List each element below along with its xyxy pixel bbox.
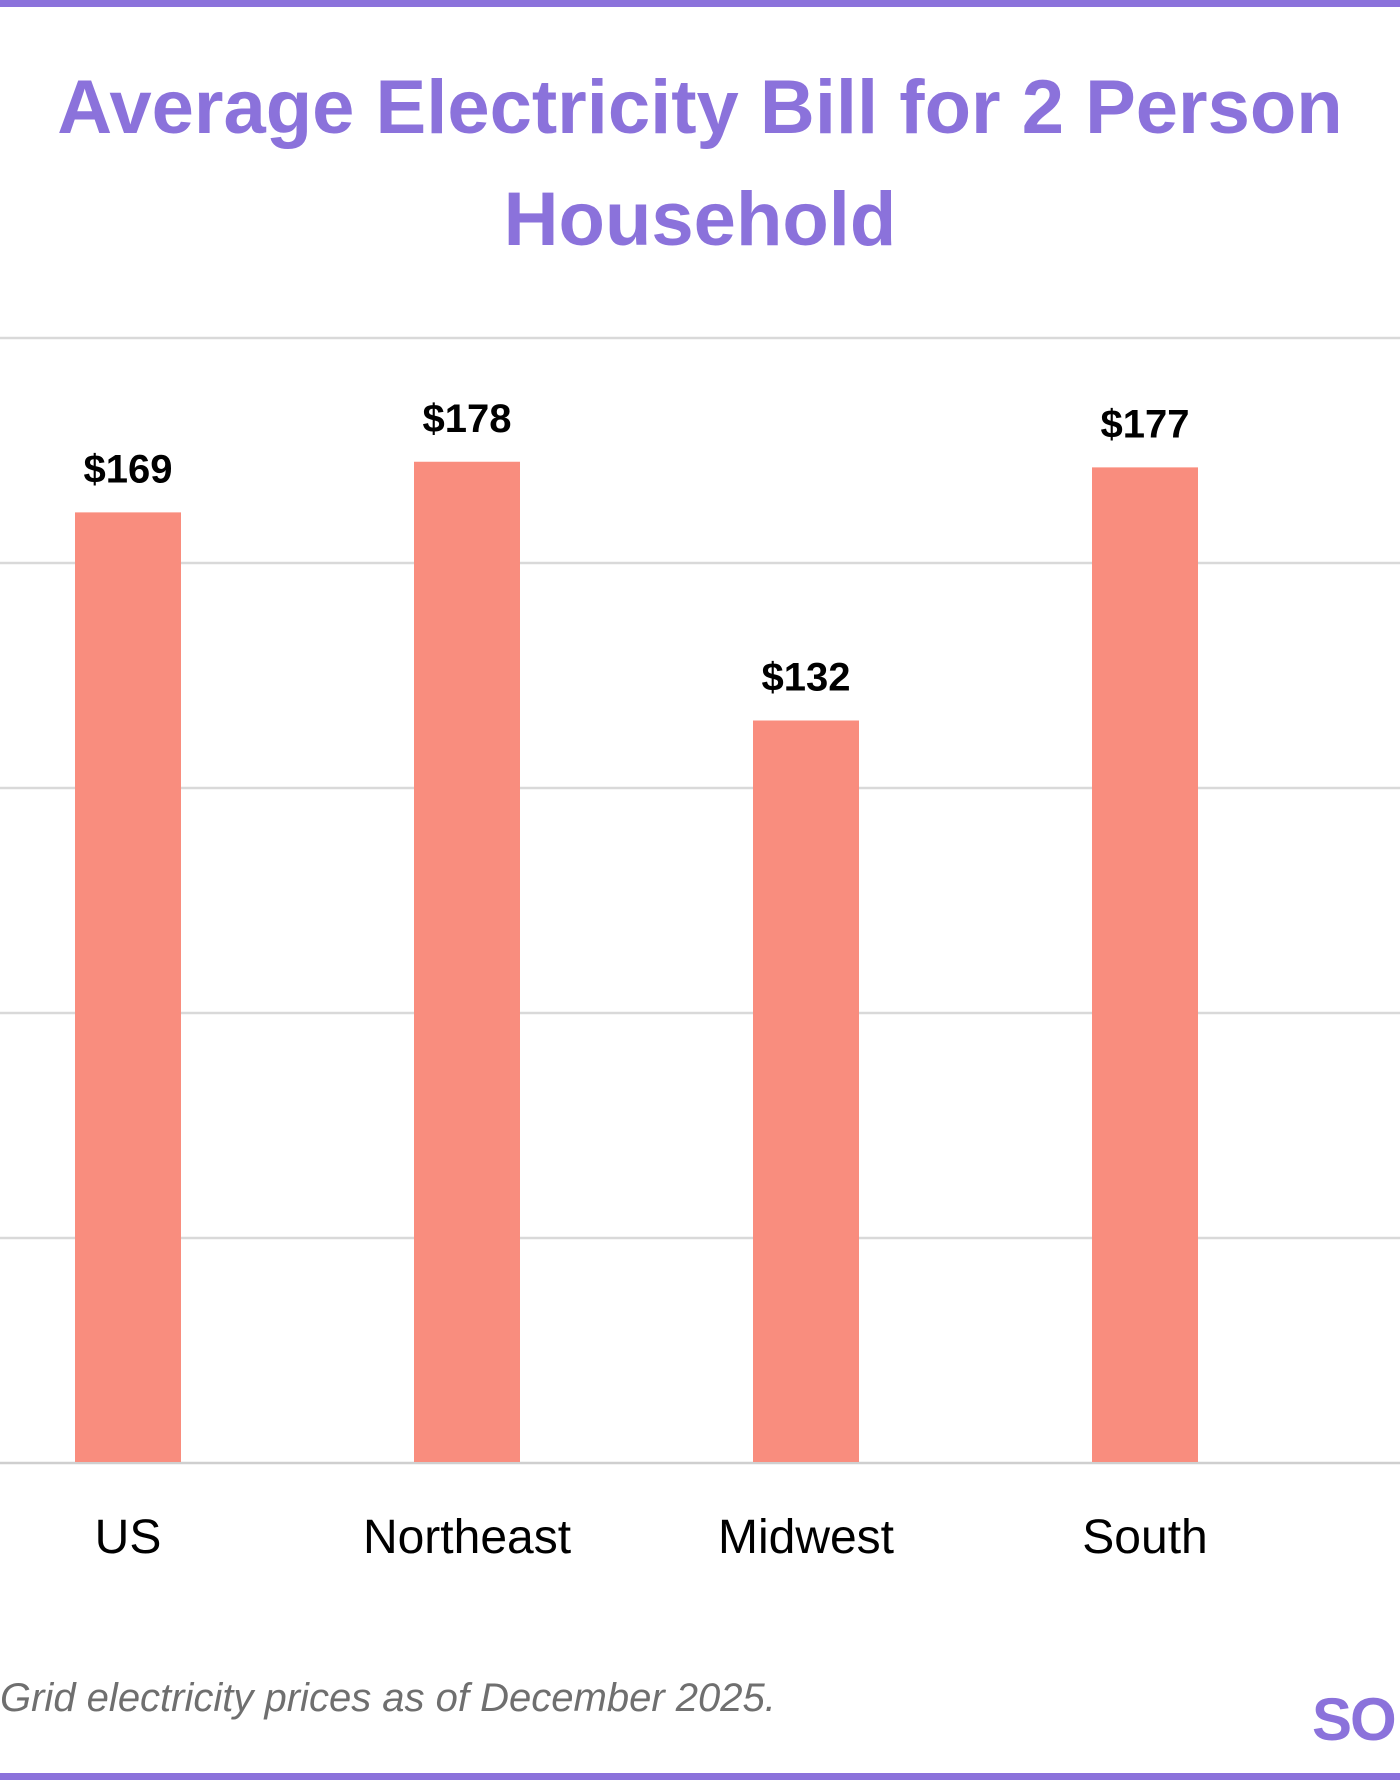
- brand-logo: SO: [1312, 1690, 1400, 1750]
- chart-title-line-1: Average Electricity Bill for 2 Person: [57, 65, 1343, 150]
- chart-title: Average Electricity Bill for 2 Person Ho…: [0, 52, 1400, 276]
- x-tick-label-us: US: [95, 1511, 162, 1564]
- bar-south: [1092, 467, 1198, 1462]
- bar-midwest: [753, 720, 859, 1462]
- bar-us: [75, 512, 181, 1462]
- x-tick-label-midwest: Midwest: [718, 1511, 894, 1564]
- data-label-us: $169: [84, 447, 173, 491]
- x-tick-label-south: South: [1082, 1511, 1207, 1564]
- footnote: Grid electricity prices as of December 2…: [0, 1676, 776, 1720]
- chart-title-line-2: Household: [503, 177, 897, 262]
- x-tick-label-northeast: Northeast: [363, 1511, 571, 1564]
- top-border: [0, 0, 1400, 7]
- data-label-northeast: $178: [423, 397, 512, 441]
- bar-northeast: [414, 461, 520, 1462]
- brand-logo-text: SO: [1312, 1690, 1397, 1750]
- bar-chart: $169 US $178 Northeast $132 Midwest $177 South: [0, 336, 1400, 1564]
- data-label-south: $177: [1101, 402, 1190, 446]
- bottom-border: [0, 1773, 1400, 1780]
- data-label-midwest: $132: [762, 656, 851, 700]
